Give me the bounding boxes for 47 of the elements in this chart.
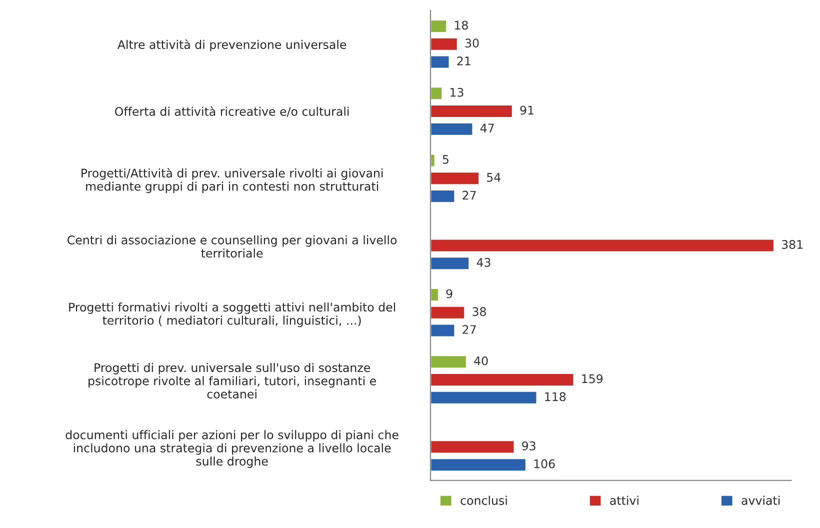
y-tick-label: Centri di associazione e counselling per giovani a livello territoriale (68, 235, 397, 258)
data-label: 9 (446, 289, 452, 298)
y-tick-label: Progetti di prev. universale sull'uso di sostanze psicotrope rivolte al familiari, tutori, insegnanti e coetanei (88, 362, 376, 399)
data-label: 21 (457, 56, 470, 66)
data-label: 40 (474, 356, 488, 366)
legend-label: attivi (610, 496, 638, 505)
bar (430, 36, 458, 52)
data-label: 5 (442, 155, 448, 164)
y-tick-label: documenti ufficiali per azioni per lo sviluppo di piani che includono una strategia di prevenzione a livello locale sulle droghe (66, 430, 398, 468)
data-label: 38 (472, 307, 486, 316)
bar (430, 54, 450, 70)
bar (430, 458, 527, 472)
bar (430, 323, 456, 338)
bar (430, 19, 448, 34)
data-label: 381 (782, 240, 803, 249)
bar (430, 238, 775, 253)
bar (430, 372, 575, 387)
data-label: 30 (465, 38, 479, 48)
y-tick-label: Progetti formativi rivolti a soggetti attivi nell'ambito del territorio ( mediatori culturali, linguistici, ...) (69, 302, 396, 328)
data-label: 47 (480, 124, 494, 132)
bar (430, 104, 514, 118)
data-label: 106 (534, 459, 555, 468)
data-label: 13 (450, 88, 464, 97)
bar (430, 171, 480, 186)
bar (430, 122, 474, 136)
data-label: 93 (522, 441, 536, 450)
data-label: 118 (545, 392, 566, 402)
data-label: 18 (454, 20, 468, 30)
bar (430, 354, 468, 370)
bar (430, 256, 470, 271)
bar (430, 440, 516, 454)
legend-label: conclusi (460, 496, 507, 505)
data-label: 91 (520, 106, 534, 115)
legend-label: avviati (742, 496, 780, 505)
bar (430, 390, 538, 405)
data-label: 54 (487, 173, 501, 182)
bar (430, 306, 466, 320)
bar (430, 288, 440, 302)
data-label: 27 (462, 190, 476, 200)
y-tick-label: Offerta di attività ricreative e/o culturali (115, 106, 349, 117)
y-tick-label: Altre attività di prevenzione universale (117, 39, 346, 52)
data-label: 27 (462, 325, 476, 334)
y-tick-label: Progetti/Attività di prev. universale rivolti ai giovani mediante gruppi di pari in contesti non strutturati (82, 168, 383, 194)
bar (430, 189, 456, 204)
bar (430, 86, 443, 100)
data-label: 43 (476, 258, 490, 267)
data-label: 159 (582, 374, 603, 384)
